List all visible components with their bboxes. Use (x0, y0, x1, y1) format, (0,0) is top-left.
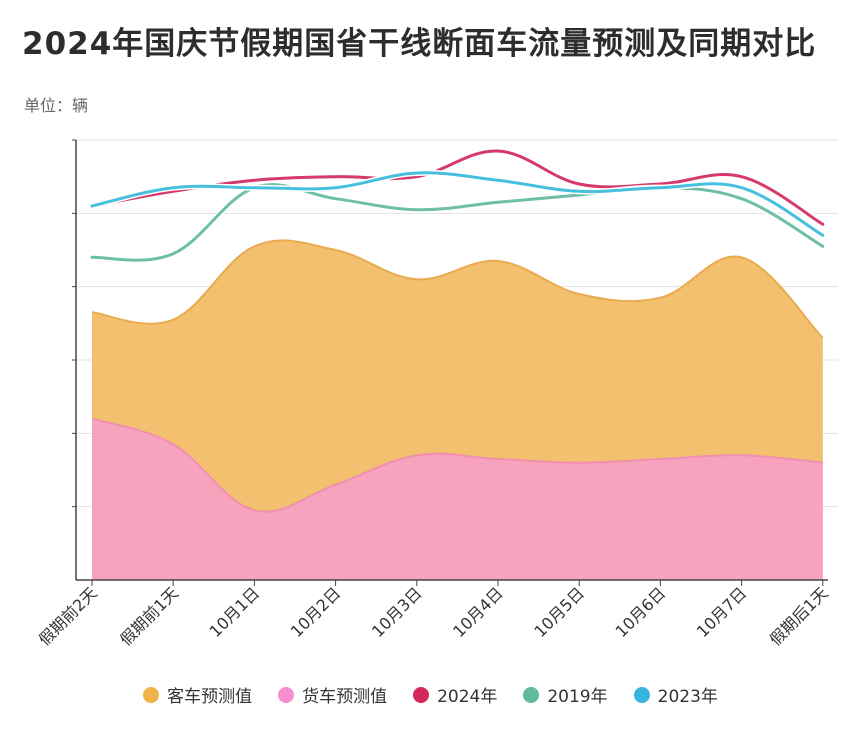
legend-item-2019[interactable]: 2019年 (523, 682, 608, 707)
unit-label: 单位：辆 (24, 96, 89, 115)
legend-item-2024[interactable]: 2024年 (413, 682, 497, 707)
chart-plot: 假期前2天 假期前1天 10月1日 10月2日 10月3日 10月4日 10月5日 10月6日… (35, 139, 838, 649)
line-2019 (90, 183, 825, 262)
legend-item-2023[interactable]: 2023年 (633, 682, 718, 707)
legend-label: 货车预测值 (302, 687, 388, 707)
x-tick-label: 假期后1天 (766, 583, 832, 649)
legend-label: 2024年 (437, 687, 498, 707)
legend-item-passenger[interactable]: 客车预测值 (143, 682, 252, 707)
x-tick-label: 假期前2天 (35, 583, 101, 649)
area-truck-edge (91, 417, 823, 513)
x-tick-label: 假期前1天 (116, 583, 182, 649)
area-passenger-edge (91, 239, 824, 339)
legend-item-truck[interactable]: 货车预测值 (278, 682, 387, 707)
line-2019-halo (89, 181, 826, 264)
chart-title: 2024年国庆节假期国省干线断面车流量预测及同期对比 (22, 26, 817, 62)
legend-swatch (143, 686, 160, 703)
x-tick-label: 10月6日 (612, 583, 670, 641)
legend-label: 2023年 (657, 687, 718, 707)
x-tick-label: 10月1日 (206, 583, 264, 641)
legend-swatch (278, 686, 295, 703)
legend-label: 客车预测值 (167, 687, 253, 707)
legend-swatch (413, 686, 430, 703)
x-tick-label: 10月3日 (368, 583, 426, 641)
x-tick-label: 10月5日 (530, 583, 588, 641)
chart-legend: 客车预测值 货车预测值 2024年 2019年 2023年 (0, 682, 861, 707)
area-truck (92, 418, 823, 580)
legend-swatch (633, 686, 650, 703)
x-tick-label: 10月2日 (287, 583, 345, 641)
legend-swatch (523, 686, 540, 703)
x-tick-label: 10月4日 (449, 583, 507, 641)
legend-label: 2019年 (547, 687, 608, 707)
line-2023 (90, 171, 825, 237)
x-tick-label: 10月7日 (693, 583, 751, 641)
line-2023-halo (89, 169, 826, 239)
